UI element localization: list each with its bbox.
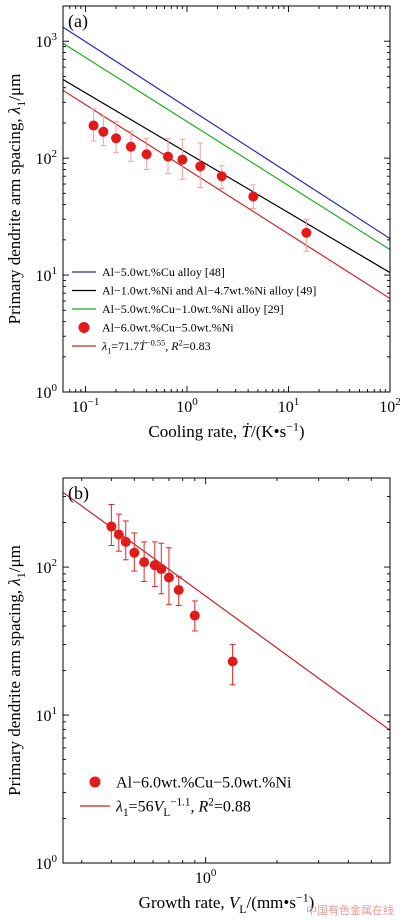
fit-lines (63, 26, 390, 300)
y-tick-label-2: 102 (36, 148, 58, 168)
y-tick-label-1: 101 (36, 705, 58, 725)
legend-label: λ1=56VL−1.1, R2=0.88 (115, 797, 251, 820)
fit-line-3 (63, 89, 390, 300)
legend-swatch-point (78, 322, 90, 333)
panel-label: (a) (68, 11, 88, 32)
data-point (301, 227, 312, 238)
data-points (88, 120, 312, 238)
x-tick-label-0: 10−1 (72, 396, 100, 416)
data-point (129, 547, 140, 558)
data-point (125, 141, 136, 152)
y-axis-label: Primary dendrite arm spacing, λ1/μm (5, 545, 28, 796)
data-point (177, 154, 188, 165)
x-axis-label: Cooling rate, Ṫ/(K•s−1) (148, 420, 304, 441)
legend-entry-4: λ1=71.7Ṫ−0.55, R2=0.83 (72, 339, 211, 356)
data-point (227, 656, 238, 667)
chart-panel-a: 10−1 100 101 102 100 101 102 103 (a) Cooling rate… (5, 5, 400, 441)
x-tick-label-2: 101 (278, 396, 300, 416)
legend-label: Al−1.0wt.%Ni and Al−4.7wt.%Ni alloy [49] (102, 284, 316, 298)
legend: Al−5.0wt.%Cu alloy [48] Al−1.0wt.%Ni and … (72, 265, 316, 356)
data-point (216, 171, 227, 182)
y-axis-label: Primary dendrite arm spacing, λ1/μm (5, 74, 28, 325)
data-point (163, 572, 174, 583)
legend-entry-0: Al−5.0wt.%Cu alloy [48] (72, 265, 225, 279)
legend-entry-1: λ1=56VL−1.1, R2=0.88 (80, 797, 251, 820)
fit-line-0 (63, 26, 390, 240)
data-points (106, 521, 238, 667)
x-axis-label: Growth rate, VL/(mm•s−1) (139, 891, 315, 916)
data-point (113, 529, 124, 540)
panel-label: (b) (68, 483, 89, 504)
legend-entry-3: Al−6.0wt.%Cu−5.0wt.%Ni (78, 321, 234, 335)
legend-entry-1: Al−1.0wt.%Ni and Al−4.7wt.%Ni alloy [49] (72, 284, 316, 298)
data-point (139, 557, 150, 568)
legend-entry-0: Al−6.0wt.%Cu−5.0wt.%Ni (89, 775, 292, 792)
data-point (141, 149, 152, 160)
data-point (106, 521, 117, 532)
x-tick-label-3: 102 (379, 396, 400, 416)
watermark: 中国有色金属在线 (306, 904, 394, 917)
y-tick-label-2: 102 (36, 557, 58, 577)
legend-entry-2: Al−5.0wt.%Cu−1.0wt.%Ni alloy [29] (72, 302, 284, 316)
ticks (63, 477, 391, 864)
chart-panel-b: 100 100 101 102 (b) Growth rate, VL/(mm•s−1) P… (5, 477, 391, 916)
legend-label: Al−5.0wt.%Cu alloy [48] (102, 265, 225, 279)
data-point (111, 133, 122, 144)
legend-label: Al−6.0wt.%Cu−5.0wt.%Ni (102, 321, 234, 335)
legend-label: Al−5.0wt.%Cu−1.0wt.%Ni alloy [29] (102, 302, 284, 316)
data-point (163, 151, 174, 162)
fit-line-2 (63, 42, 390, 251)
data-point (195, 161, 206, 172)
y-tick-label-1: 101 (36, 265, 58, 285)
legend-label: λ1=71.7Ṫ−0.55, R2=0.83 (101, 339, 211, 356)
legend-swatch-point (89, 776, 101, 788)
plot-frame (62, 5, 391, 393)
data-point (248, 191, 259, 202)
y-tick-label-0: 100 (36, 853, 58, 873)
y-tick-label-3: 103 (36, 31, 58, 51)
data-point (88, 120, 99, 131)
legend: Al−6.0wt.%Cu−5.0wt.%Ni λ1=56VL−1.1, R2=0.… (80, 775, 292, 819)
x-tick-label-0: 100 (195, 867, 217, 887)
ticks (62, 5, 391, 393)
y-tick-label-0: 100 (36, 382, 58, 402)
data-point (189, 610, 200, 621)
error-bars (108, 503, 236, 686)
data-point (173, 584, 184, 595)
x-tick-label-1: 100 (176, 396, 198, 416)
data-point (98, 126, 109, 137)
data-point (156, 564, 167, 575)
legend-label: Al−6.0wt.%Cu−5.0wt.%Ni (116, 775, 292, 792)
data-point (120, 536, 131, 547)
